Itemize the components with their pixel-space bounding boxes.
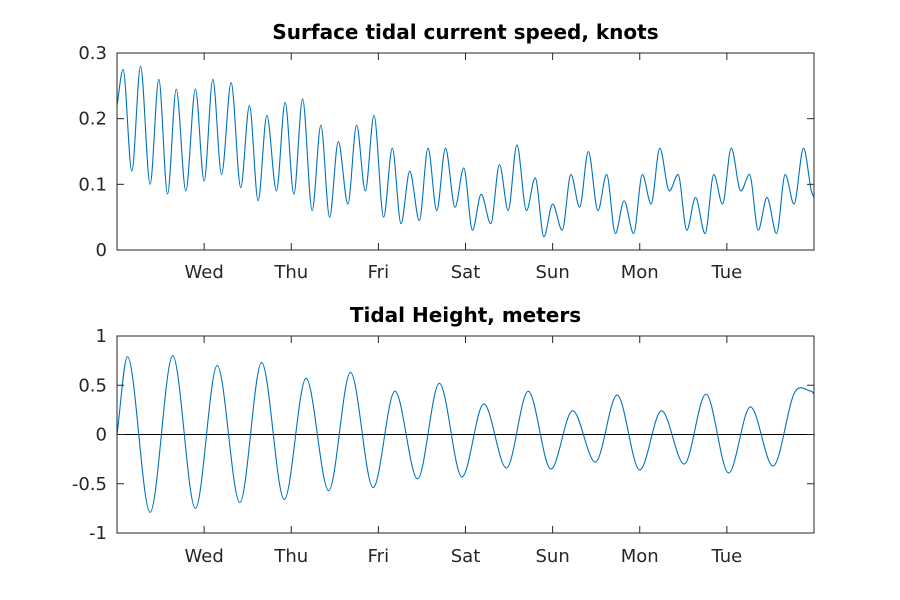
chart-panel-2: Tidal Height, meters -1 -0.5 0 0.5 1 Wed Thu Fri… — [72, 303, 815, 567]
x-tick-label: Sat — [451, 262, 481, 283]
y-tick-label: 0 — [96, 240, 107, 261]
x-tick-label: Tue — [711, 262, 743, 283]
x-tick-label: Wed — [185, 546, 224, 567]
y-tick-label: 0.1 — [78, 174, 107, 195]
x-tick-label: Fri — [368, 546, 389, 567]
y-tick-label: 0 — [96, 425, 107, 446]
x-tick-label: Mon — [621, 262, 659, 283]
y-tick-label: 0.3 — [78, 43, 107, 64]
x-tick-label: Tue — [711, 546, 743, 567]
chart-panel-1: Surface tidal current speed, knots 0 0.1 0.… — [78, 20, 815, 283]
x-tick-label: Thu — [273, 262, 308, 283]
x-tick-label: Wed — [185, 262, 224, 283]
y-tick-label: -1 — [89, 523, 107, 544]
x-tick-label: Sat — [451, 546, 481, 567]
series-line-1 — [117, 355, 814, 513]
x-tick-label: Sun — [536, 546, 570, 567]
y-tick-label: 1 — [96, 326, 107, 347]
chart-title: Tidal Height, meters — [350, 303, 581, 327]
y-tick-label: 0.5 — [78, 375, 107, 396]
x-tick-label: Thu — [273, 546, 308, 567]
axes-box — [116, 52, 815, 251]
series-line-1 — [117, 65, 814, 238]
x-tick-label: Sun — [536, 262, 570, 283]
x-tick-label: Mon — [621, 546, 659, 567]
y-tick-label: -0.5 — [72, 474, 107, 495]
y-tick-label: 0.2 — [78, 109, 107, 130]
x-tick-label: Fri — [368, 262, 389, 283]
chart-title: Surface tidal current speed, knots — [272, 20, 658, 44]
